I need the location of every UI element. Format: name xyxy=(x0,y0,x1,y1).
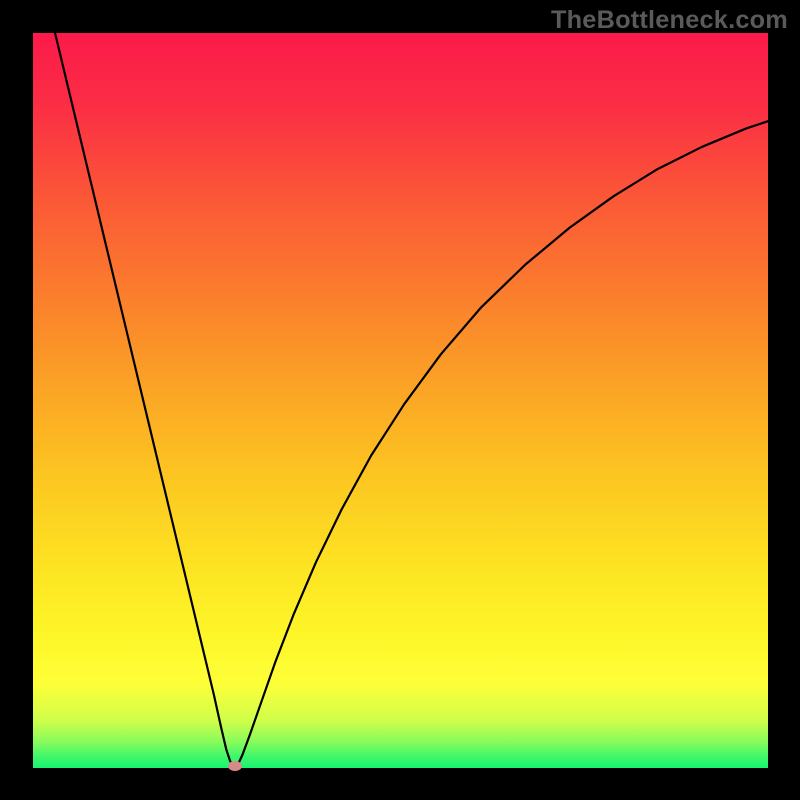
minimum-marker xyxy=(228,761,242,771)
bottleneck-curve xyxy=(33,33,768,768)
chart-root: TheBottleneck.com xyxy=(0,0,800,800)
watermark-text: TheBottleneck.com xyxy=(551,6,788,35)
plot-area xyxy=(33,33,768,768)
